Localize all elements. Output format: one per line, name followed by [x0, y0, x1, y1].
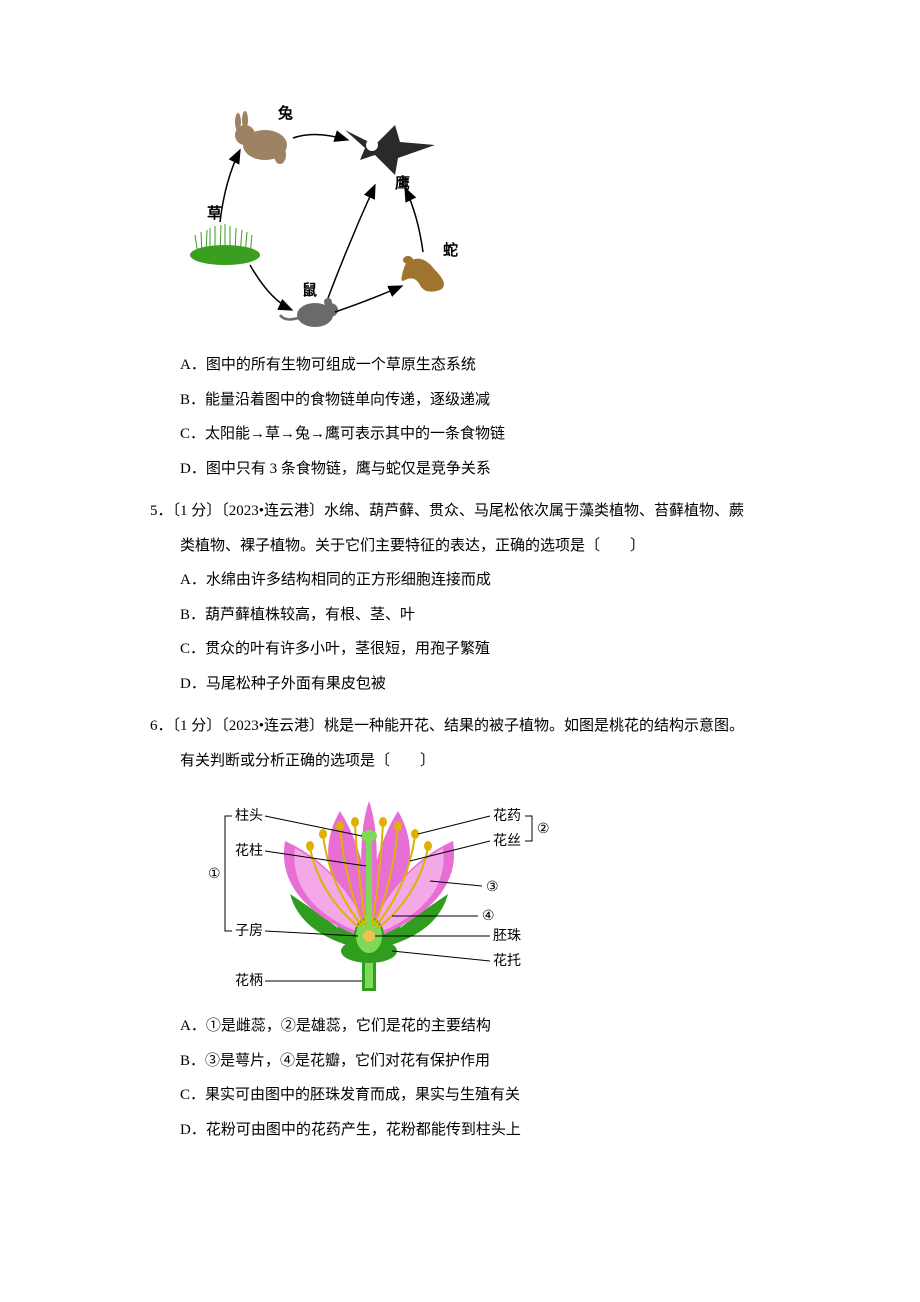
q4-option-b: B．能量沿着图中的食物链单向传递，逐级递减 [180, 383, 790, 418]
eagle-label: 鹰 [395, 174, 410, 192]
rabbit-node: 兔 [235, 104, 293, 164]
svg-text:子房: 子房 [235, 923, 263, 939]
q6-option-b: B．③是萼片，④是花瓣，它们对花有保护作用 [180, 1044, 790, 1079]
ovule [363, 930, 375, 942]
flower-svg: 柱头 花柱 子房 花柄 ① 花药 花丝 ② ③ ④ 胚珠 花托 [180, 786, 560, 1001]
flower-diagram: 柱头 花柱 子房 花柄 ① 花药 花丝 ② ③ ④ 胚珠 花托 [180, 786, 790, 1001]
svg-text:②: ② [537, 822, 550, 837]
q6-stem-2: 有关判断或分析正确的选项是〔 〕 [180, 744, 790, 779]
svg-text:花柱: 花柱 [235, 843, 263, 859]
q5-option-a: A．水绵由许多结构相同的正方形细胞连接而成 [180, 563, 790, 598]
svg-text:花丝: 花丝 [493, 833, 521, 849]
rabbit-label: 兔 [277, 104, 293, 122]
style [366, 841, 372, 923]
q4-option-d: D．图中只有 3 条食物链，鹰与蛇仅是竞争关系 [180, 452, 790, 487]
q6-option-d: D．花粉可由图中的花药产生，花粉都能传到柱头上 [180, 1113, 790, 1148]
food-web-diagram: 草 兔 鹰 蛇 鼠 [180, 90, 790, 338]
svg-text:花药: 花药 [493, 808, 521, 824]
svg-text:④: ④ [482, 909, 495, 924]
svg-text:柱头: 柱头 [235, 808, 263, 824]
svg-text:花柄: 花柄 [235, 973, 263, 989]
right-labels: 花药 花丝 ② ③ ④ 胚珠 花托 [482, 808, 550, 969]
q5-option-b: B．葫芦藓植株较高，有根、茎、叶 [180, 598, 790, 633]
stigma [361, 830, 377, 842]
q5-stem-2: 类植物、裸子植物。关于它们主要特征的表达，正确的选项是〔 〕 [180, 529, 790, 564]
q4-option-c: C．太阳能→草→兔→鹰可表示其中的一条食物链 [180, 417, 790, 452]
mouse-node: 鼠 [280, 281, 338, 327]
q5-option-c: C．贯众的叶有许多小叶，茎很短，用孢子繁殖 [180, 632, 790, 667]
snake-label: 蛇 [443, 241, 458, 259]
eagle-node: 鹰 [345, 125, 435, 192]
q4-option-a: A．图中的所有生物可组成一个草原生态系统 [180, 348, 790, 383]
q5-stem-1: 5．〔1 分〕〔2023•连云港〕水绵、葫芦藓、贯众、马尾松依次属于藻类植物、苔… [177, 494, 790, 529]
svg-text:①: ① [208, 867, 221, 882]
grass-node: 草 [190, 204, 260, 265]
food-web-svg: 草 兔 鹰 蛇 鼠 [180, 90, 490, 338]
q6-option-a: A．①是雌蕊，②是雄蕊，它们是花的主要结构 [180, 1009, 790, 1044]
mouse-label: 鼠 [302, 281, 317, 299]
svg-text:花托: 花托 [493, 953, 521, 969]
svg-text:③: ③ [486, 880, 499, 895]
q6-stem-1: 6．〔1 分〕〔2023•连云港〕桃是一种能开花、结果的被子植物。如图是桃花的结… [177, 709, 790, 744]
q6-option-c: C．果实可由图中的胚珠发育而成，果实与生殖有关 [180, 1078, 790, 1113]
q5-option-d: D．马尾松种子外面有果皮包被 [180, 667, 790, 702]
svg-text:胚珠: 胚珠 [493, 928, 521, 944]
left-labels: 柱头 花柱 子房 花柄 ① [208, 808, 263, 989]
snake-node: 蛇 [402, 241, 459, 292]
